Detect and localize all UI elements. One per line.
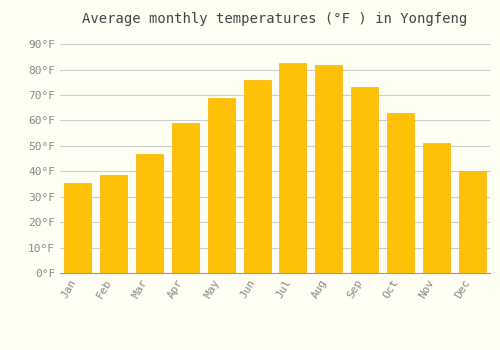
Bar bbox=[458, 171, 485, 273]
Bar bbox=[64, 183, 92, 273]
Bar bbox=[316, 64, 342, 273]
Bar bbox=[280, 63, 306, 273]
Bar bbox=[351, 88, 378, 273]
Bar bbox=[208, 98, 234, 273]
Bar bbox=[136, 154, 163, 273]
Bar bbox=[100, 175, 127, 273]
Title: Average monthly temperatures (°F ) in Yongfeng: Average monthly temperatures (°F ) in Yo… bbox=[82, 12, 468, 26]
Bar bbox=[244, 80, 270, 273]
Bar bbox=[423, 144, 450, 273]
Bar bbox=[387, 113, 414, 273]
Bar bbox=[172, 123, 199, 273]
